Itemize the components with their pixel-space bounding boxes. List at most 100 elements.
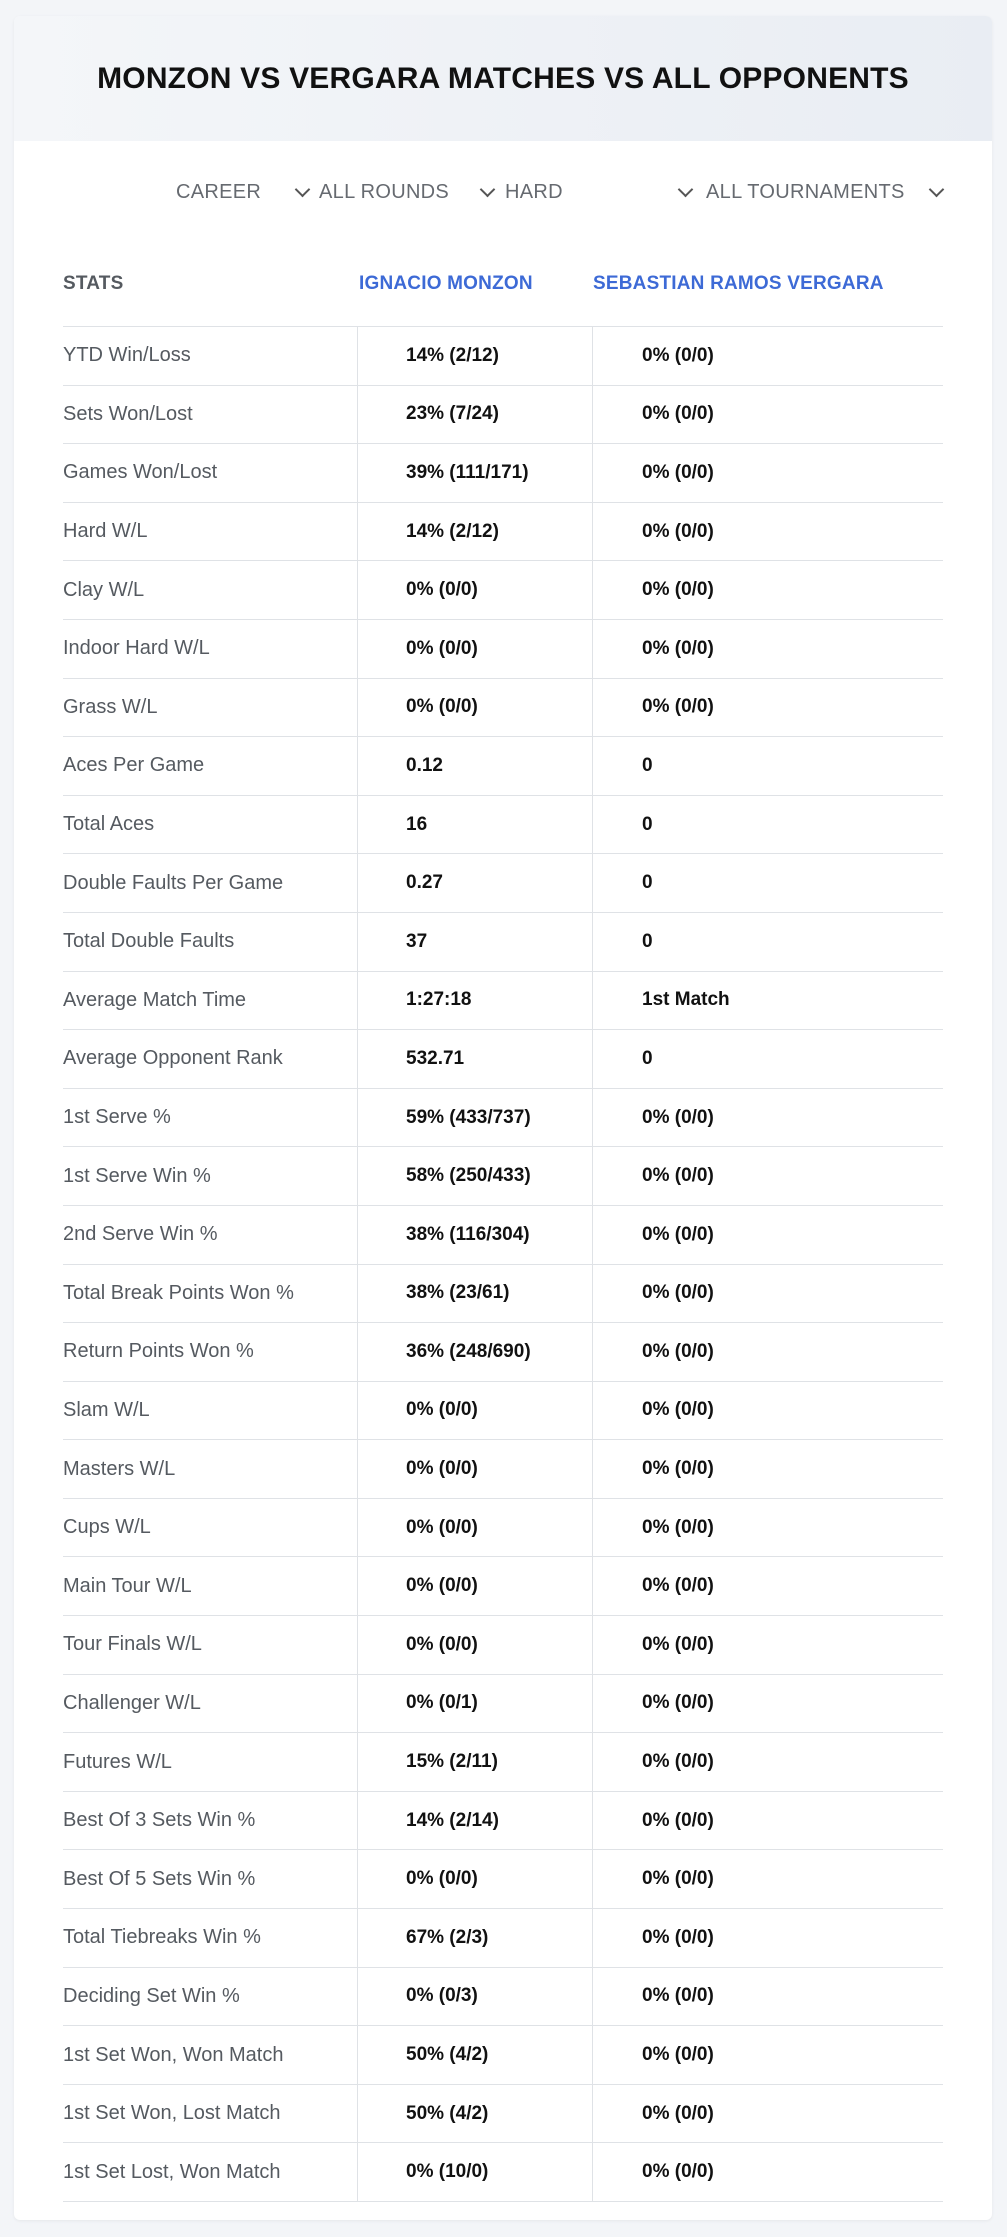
table-row: 1st Set Lost, Won Match 0% (10/0) 0% (0/0) bbox=[63, 2143, 943, 2202]
player1-stat-value: 0.12 bbox=[357, 737, 592, 795]
stat-label: 2nd Serve Win % bbox=[63, 1223, 218, 1246]
player1-stat-value: 0% (0/0) bbox=[357, 561, 592, 619]
stats-card: MONZON VS VERGARA MATCHES VS ALL OPPONEN… bbox=[14, 16, 992, 2220]
table-row: Tour Finals W/L 0% (0/0) 0% (0/0) bbox=[63, 1616, 943, 1675]
table-row: Double Faults Per Game 0.27 0 bbox=[63, 854, 943, 913]
table-row: Deciding Set Win % 0% (0/3) 0% (0/0) bbox=[63, 1967, 943, 2027]
surface-dropdown[interactable]: HARD bbox=[505, 177, 695, 207]
player2-stat-value: 0% (0/0) bbox=[592, 1557, 943, 1616]
table-row: Main Tour W/L 0% (0/0) 0% (0/0) bbox=[63, 1557, 943, 1617]
stat-label: Futures W/L bbox=[63, 1750, 172, 1773]
stat-label: Total Aces bbox=[63, 813, 155, 836]
stat-label: Best Of 3 Sets Win % bbox=[63, 1809, 256, 1832]
table-row: 1st Serve % 59% (433/737) 0% (0/0) bbox=[63, 1088, 943, 1148]
period-dropdown-label: CAREER bbox=[176, 180, 262, 203]
period-dropdown[interactable]: CAREER bbox=[176, 177, 312, 207]
rounds-dropdown[interactable]: ALL ROUNDS bbox=[319, 177, 497, 207]
player1-stat-value: 38% (116/304) bbox=[357, 1205, 592, 1264]
player1-stat-value: 0% (0/0) bbox=[357, 1850, 592, 1909]
stat-label: Double Faults Per Game bbox=[63, 871, 284, 894]
table-row: Total Tiebreaks Win % 67% (2/3) 0% (0/0) bbox=[63, 1909, 943, 1968]
player1-stat-value: 14% (2/12) bbox=[357, 327, 592, 385]
player1-stat-value: 59% (433/737) bbox=[357, 1088, 592, 1147]
chevron-down-icon bbox=[677, 181, 694, 197]
player2-stat-value: 0% (0/0) bbox=[592, 1616, 943, 1674]
table-row: Aces Per Game 0.12 0 bbox=[63, 737, 943, 796]
tournaments-dropdown[interactable]: ALL TOURNAMENTS bbox=[706, 177, 946, 207]
column-header-player1[interactable]: IGNACIO MONZON bbox=[359, 273, 533, 294]
table-header: STATS IGNACIO MONZON SEBASTIAN RAMOS VER… bbox=[63, 231, 943, 327]
stat-label: Indoor Hard W/L bbox=[63, 637, 210, 660]
table-body: YTD Win/Loss 14% (2/12) 0% (0/0) Sets Won/L… bbox=[63, 327, 943, 2202]
player2-stat-value: 0% (0/0) bbox=[592, 561, 943, 619]
stat-label: Return Points Won % bbox=[63, 1340, 254, 1363]
player2-stat-value: 0% (0/0) bbox=[592, 327, 943, 385]
player2-stat-value: 0% (0/0) bbox=[592, 1791, 943, 1850]
player1-stat-value: 0% (0/1) bbox=[357, 1674, 592, 1733]
stat-label: 1st Serve Win % bbox=[63, 1164, 211, 1187]
player2-stat-value: 0% (0/0) bbox=[592, 2026, 943, 2084]
stat-label: Best Of 5 Sets Win % bbox=[63, 1867, 256, 1890]
table-row: Futures W/L 15% (2/11) 0% (0/0) bbox=[63, 1733, 943, 1792]
player1-stat-value: 23% (7/24) bbox=[357, 385, 592, 444]
chevron-down-icon bbox=[294, 181, 311, 197]
page-title: MONZON VS VERGARA MATCHES VS ALL OPPONEN… bbox=[97, 61, 909, 95]
table-row: Total Break Points Won % 38% (23/61) 0% (0… bbox=[63, 1264, 943, 1324]
rounds-dropdown-label: ALL ROUNDS bbox=[319, 180, 450, 203]
table-row: Hard W/L 14% (2/12) 0% (0/0) bbox=[63, 502, 943, 562]
player1-stat-value: 50% (4/2) bbox=[357, 2026, 592, 2084]
table-row: 1st Serve Win % 58% (250/433) 0% (0/0) bbox=[63, 1147, 943, 1206]
stat-label: Aces Per Game bbox=[63, 754, 205, 777]
stats-table: STATS IGNACIO MONZON SEBASTIAN RAMOS VER… bbox=[63, 231, 943, 2202]
player2-stat-value: 0% (0/0) bbox=[592, 1498, 943, 1557]
player1-stat-value: 50% (4/2) bbox=[357, 2084, 592, 2143]
table-row: Average Opponent Rank 532.71 0 bbox=[63, 1030, 943, 1089]
player2-stat-value: 0 bbox=[592, 854, 943, 912]
player1-stat-value: 0% (0/0) bbox=[357, 1557, 592, 1616]
table-row: Masters W/L 0% (0/0) 0% (0/0) bbox=[63, 1440, 943, 1499]
stat-label: 1st Serve % bbox=[63, 1106, 171, 1129]
player1-stat-value: 38% (23/61) bbox=[357, 1264, 592, 1323]
table-row: Challenger W/L 0% (0/1) 0% (0/0) bbox=[63, 1674, 943, 1734]
tournaments-dropdown-label: ALL TOURNAMENTS bbox=[706, 180, 905, 203]
column-header-stats: STATS bbox=[63, 273, 124, 294]
player1-stat-value: 0.27 bbox=[357, 854, 592, 912]
player1-stat-value: 0% (0/3) bbox=[357, 1967, 592, 2026]
player1-stat-value: 0% (10/0) bbox=[357, 2143, 592, 2201]
player2-stat-value: 0% (0/0) bbox=[592, 385, 943, 444]
player2-stat-value: 1st Match bbox=[592, 971, 943, 1030]
table-row: Slam W/L 0% (0/0) 0% (0/0) bbox=[63, 1381, 943, 1441]
player2-stat-value: 0% (0/0) bbox=[592, 1088, 943, 1147]
player2-stat-value: 0% (0/0) bbox=[592, 1323, 943, 1381]
stat-label: Clay W/L bbox=[63, 578, 145, 601]
stat-label: Total Tiebreaks Win % bbox=[63, 1926, 261, 1949]
player1-stat-value: 36% (248/690) bbox=[357, 1323, 592, 1381]
table-row: Cups W/L 0% (0/0) 0% (0/0) bbox=[63, 1498, 943, 1558]
player1-stat-value: 37 bbox=[357, 912, 592, 971]
player1-stat-value: 0% (0/0) bbox=[357, 678, 592, 737]
player2-stat-value: 0% (0/0) bbox=[592, 1205, 943, 1264]
player2-stat-value: 0% (0/0) bbox=[592, 2143, 943, 2201]
table-row: 1st Set Won, Won Match 50% (4/2) 0% (0/0) bbox=[63, 2026, 943, 2085]
player1-stat-value: 0% (0/0) bbox=[357, 1616, 592, 1674]
card-header: MONZON VS VERGARA MATCHES VS ALL OPPONEN… bbox=[14, 16, 992, 141]
player2-stat-value: 0% (0/0) bbox=[592, 1440, 943, 1498]
player2-stat-value: 0 bbox=[592, 1030, 943, 1088]
stat-label: Average Opponent Rank bbox=[63, 1047, 283, 1070]
stat-label: Tour Finals W/L bbox=[63, 1633, 202, 1656]
stat-label: Deciding Set Win % bbox=[63, 1984, 240, 2007]
player1-stat-value: 67% (2/3) bbox=[357, 1909, 592, 1967]
table-row: Games Won/Lost 39% (111/171) 0% (0/0) bbox=[63, 444, 943, 503]
player2-stat-value: 0% (0/0) bbox=[592, 1674, 943, 1733]
player2-stat-value: 0% (0/0) bbox=[592, 1733, 943, 1791]
table-row: Clay W/L 0% (0/0) 0% (0/0) bbox=[63, 561, 943, 620]
chevron-down-icon bbox=[928, 181, 945, 197]
player2-stat-value: 0% (0/0) bbox=[592, 444, 943, 502]
stat-label: 1st Set Lost, Won Match bbox=[63, 2160, 281, 2183]
column-header-player2[interactable]: SEBASTIAN RAMOS VERGARA bbox=[593, 273, 884, 294]
player1-stat-value: 58% (250/433) bbox=[357, 1147, 592, 1205]
stat-label: YTD Win/Loss bbox=[63, 344, 191, 367]
table-row: Best Of 3 Sets Win % 14% (2/14) 0% (0/0) bbox=[63, 1791, 943, 1851]
stat-label: Hard W/L bbox=[63, 520, 148, 543]
stat-label: Total Double Faults bbox=[63, 930, 235, 953]
